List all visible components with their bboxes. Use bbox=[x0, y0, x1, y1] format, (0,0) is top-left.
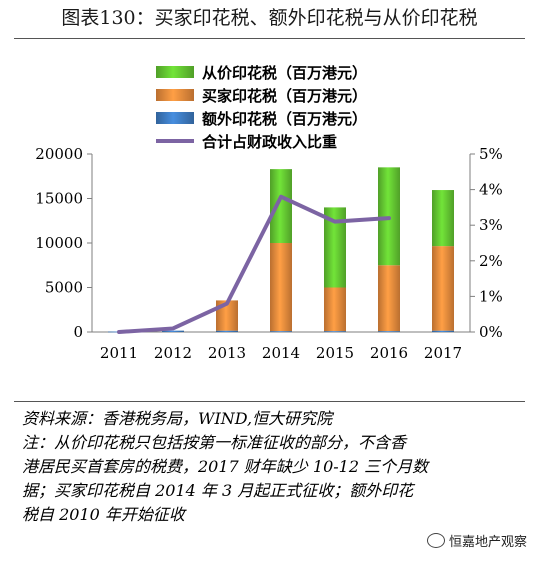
chart-title: 图表130：买家印花税、额外印花税与从价印花税 bbox=[61, 7, 478, 29]
y-right-tick-label: 1% bbox=[479, 287, 503, 305]
bar-segment bbox=[270, 331, 292, 332]
y-left-tick-label: 5000 bbox=[45, 279, 83, 297]
y-left-tick-label: 0 bbox=[73, 323, 83, 341]
bar-segment bbox=[378, 265, 400, 332]
bar-segment bbox=[324, 207, 346, 288]
title-divider bbox=[14, 38, 525, 39]
chart-area: 0 5000 10000 15000 20000 0% 1% 2% 3% 4% 5% 2011 2012… bbox=[35, 64, 503, 362]
x-tick-label: 2011 bbox=[100, 344, 138, 362]
footer-divider bbox=[14, 401, 525, 402]
source-text: 资料来源：香港税务局，WIND,恒大研究院 bbox=[22, 409, 333, 428]
legend-swatch bbox=[156, 89, 194, 101]
legend-label: 买家印花税（百万港元） bbox=[202, 87, 367, 105]
note-line: 税自 2010 年开始征收 bbox=[22, 505, 185, 524]
y-left-tick-label: 10000 bbox=[35, 234, 83, 252]
x-tick-label: 2016 bbox=[370, 344, 408, 362]
legend-label: 合计占财政收入比重 bbox=[201, 133, 337, 151]
legend-swatch bbox=[156, 66, 194, 78]
y-left-tick-label: 15000 bbox=[35, 190, 83, 208]
x-tick-label: 2014 bbox=[262, 344, 300, 362]
note-line: 注：从价印花税只包括按第一标准征收的部分，不含香 bbox=[22, 433, 407, 452]
legend-label: 从价印花税（百万港元） bbox=[202, 64, 367, 82]
x-tick-label: 2012 bbox=[154, 344, 192, 362]
x-tick-label: 2017 bbox=[424, 344, 462, 362]
bar-segment bbox=[162, 330, 184, 332]
y-right-tick-label: 5% bbox=[479, 145, 503, 163]
note-line: 港居民买首套房的税费，2017 财年缺少 10-12 三个月数 bbox=[22, 457, 429, 476]
chart-footnote: 资料来源：香港税务局，WIND,恒大研究院 注：从价印花税只包括按第一标准征收的… bbox=[22, 407, 522, 527]
ratio-line bbox=[117, 194, 391, 334]
bar-segment bbox=[378, 331, 400, 332]
x-tick-label: 2015 bbox=[316, 344, 354, 362]
x-tick-label: 2013 bbox=[208, 344, 246, 362]
bar-segment bbox=[216, 330, 238, 332]
bar-segment bbox=[432, 190, 454, 247]
y-left-tick-label: 20000 bbox=[35, 145, 83, 163]
y-right-tick-label: 2% bbox=[479, 252, 503, 270]
legend-swatch bbox=[156, 112, 194, 124]
bar-segment bbox=[270, 169, 292, 243]
y-right-tick-label: 3% bbox=[479, 216, 503, 234]
y-right-tick-label: 4% bbox=[479, 181, 503, 199]
y-right-tick-label: 0% bbox=[479, 323, 503, 341]
note-line: 据；买家印花税自 2014 年 3 月起正式征收；额外印花 bbox=[22, 481, 414, 500]
bar-segment bbox=[432, 330, 454, 332]
bar-segment bbox=[324, 331, 346, 332]
watermark: 恒嘉地产观察 bbox=[422, 529, 531, 552]
watermark-text: 恒嘉地产观察 bbox=[448, 535, 527, 550]
bar-segment bbox=[270, 243, 292, 332]
legend-label: 额外印花税（百万港元） bbox=[202, 110, 367, 128]
bar-segment bbox=[432, 246, 454, 331]
wechat-icon bbox=[426, 533, 445, 548]
bar-segment bbox=[324, 287, 346, 332]
